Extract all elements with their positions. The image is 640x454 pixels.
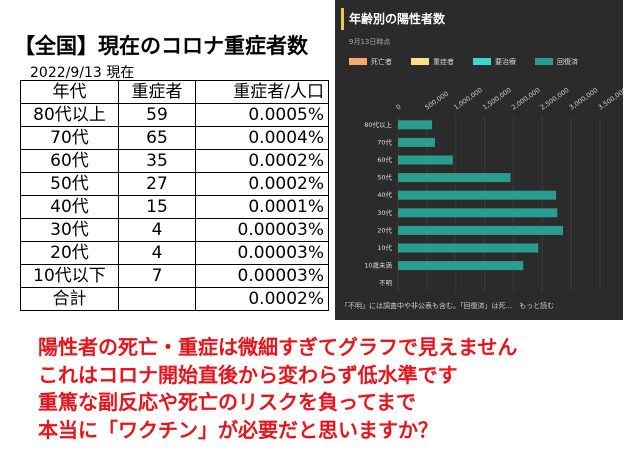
cell: 0.0002% xyxy=(195,287,329,311)
cell: 0.0005% xyxy=(195,103,329,127)
legend-swatch xyxy=(535,58,553,65)
header-cell: 重症者 xyxy=(118,80,196,104)
y-tick-label: 50代 xyxy=(377,173,392,182)
cell: 4 xyxy=(118,218,196,242)
bar xyxy=(398,208,558,218)
cell: 4 xyxy=(118,241,196,265)
legend-label: 死亡者 xyxy=(371,57,392,66)
cell: 40代 xyxy=(20,195,119,219)
cell: 35 xyxy=(118,149,196,173)
cell: 0.00003% xyxy=(195,218,329,242)
cell: 0.0002% xyxy=(195,172,329,196)
cell: 27 xyxy=(118,172,196,196)
cell: 20代 xyxy=(20,241,119,265)
y-tick-label: 20代 xyxy=(377,225,392,234)
bar xyxy=(398,225,564,235)
bar xyxy=(398,243,539,253)
legend-label: 要治療 xyxy=(495,57,516,66)
message-line: 陽性者の死亡・重症は微細すぎてグラフで見えません xyxy=(38,335,518,359)
cell: 0.00003% xyxy=(195,241,329,265)
cell: 59 xyxy=(118,103,196,127)
bar xyxy=(398,173,511,183)
y-tick-label: 40代 xyxy=(377,190,392,199)
y-tick-label: 10歳未満 xyxy=(364,261,392,270)
chart-title: 年齢別の陽性者数 xyxy=(349,11,446,26)
cell: 0.0001% xyxy=(195,195,329,219)
footnote: 「不明」には調査中や非公表も含む。「回復済」は死... もっと読む xyxy=(341,301,554,310)
message: 陽性者の死亡・重症は微細すぎてグラフで見えません これはコロナ開始直後から変わらず… xyxy=(38,334,517,444)
cell: 15 xyxy=(118,195,196,219)
cell: 30代 xyxy=(20,218,119,242)
table: 年代 重症者 重症者/人口 80代以上 59 0.0005% 70代 65 0.0004% 60代… xyxy=(20,80,329,311)
legend-swatch xyxy=(349,58,367,65)
header-cell: 年代 xyxy=(20,80,119,104)
legend-label: 重症者 xyxy=(433,57,454,66)
bar xyxy=(398,120,433,130)
bar xyxy=(398,155,453,165)
header-cell: 重症者/人口 xyxy=(195,80,329,104)
cell xyxy=(118,287,196,311)
cell: 0.0004% xyxy=(195,126,329,150)
row: 50代 27 0.0002% xyxy=(20,172,329,196)
row: 合計 0.0002% xyxy=(20,287,329,311)
legend-swatch xyxy=(411,58,429,65)
cell: 70代 xyxy=(20,126,119,150)
y-tick-label: 30代 xyxy=(377,208,392,217)
chart: 年齢別の陽性者数 9月13日時点 「不明」には調査中や非公表も含む。「回復済」は… xyxy=(335,0,623,320)
accent xyxy=(341,8,344,30)
y-tick-label: 60代 xyxy=(377,155,392,164)
cell: 0.00003% xyxy=(195,264,329,288)
cell: 10代以下 xyxy=(20,264,119,288)
row: 40代 15 0.0001% xyxy=(20,195,329,219)
row: 80代以上 59 0.0005% xyxy=(20,103,329,127)
message-line: これはコロナ開始直後から変わらず低水準です xyxy=(38,362,458,387)
bar xyxy=(398,137,435,147)
header-row: 年代 重症者 重症者/人口 xyxy=(20,80,329,104)
cell: 60代 xyxy=(20,149,119,173)
y-tick-label: 80代以上 xyxy=(364,120,392,129)
message-line: 重篤な副反応や死亡のリスクを負ってまで xyxy=(38,390,416,414)
legend-swatch xyxy=(473,58,491,65)
row: 20代 4 0.00003% xyxy=(20,241,329,265)
cell: 65 xyxy=(118,126,196,150)
cell: 合計 xyxy=(20,287,119,311)
y-tick-label: 10代 xyxy=(377,243,392,252)
cell: 0.0002% xyxy=(195,149,329,173)
date: 2022/9/13 現在 xyxy=(30,65,135,81)
subtitle: 9月13日時点 xyxy=(349,38,390,46)
row: 10代以下 7 0.00003% xyxy=(20,264,329,288)
row: 70代 65 0.0004% xyxy=(20,126,329,150)
cell: 7 xyxy=(118,264,196,288)
title: 【全国】現在のコロナ重症者数 xyxy=(14,34,308,58)
bar xyxy=(398,190,557,200)
cell: 80代以上 xyxy=(20,103,119,127)
bar xyxy=(398,261,524,271)
row: 30代 4 0.00003% xyxy=(20,218,329,242)
cell: 50代 xyxy=(20,172,119,196)
y-tick-label: 不明 xyxy=(379,279,393,287)
legend-label: 回復済 xyxy=(557,57,578,66)
row: 60代 35 0.0002% xyxy=(20,149,329,173)
x-tick-label: 0 xyxy=(395,103,403,112)
message-line: 本当に「ワクチン」が必要だと思いますか？ xyxy=(38,417,438,442)
y-tick-label: 70代 xyxy=(377,137,392,146)
